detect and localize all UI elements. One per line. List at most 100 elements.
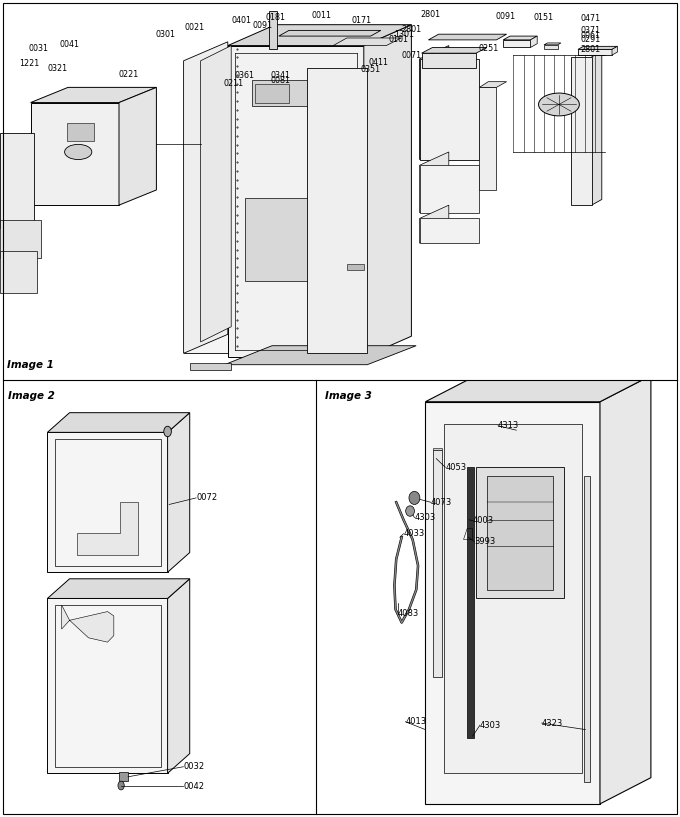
Polygon shape: [544, 43, 561, 45]
Polygon shape: [167, 413, 190, 572]
Text: 0042: 0042: [184, 782, 205, 791]
Circle shape: [65, 145, 92, 159]
Polygon shape: [571, 57, 592, 205]
Polygon shape: [428, 34, 507, 40]
Polygon shape: [48, 432, 167, 572]
Text: 0341: 0341: [271, 71, 290, 81]
Polygon shape: [201, 46, 231, 342]
Text: 0101: 0101: [389, 35, 409, 44]
Polygon shape: [224, 346, 416, 364]
Text: 2801: 2801: [401, 25, 422, 34]
Text: 0011: 0011: [311, 11, 331, 20]
Text: 0041: 0041: [60, 40, 80, 49]
Polygon shape: [364, 25, 411, 357]
Text: 0071: 0071: [401, 51, 422, 60]
Polygon shape: [48, 578, 190, 598]
Text: 0181: 0181: [265, 12, 285, 21]
Polygon shape: [422, 53, 476, 69]
Text: 1221: 1221: [19, 60, 39, 69]
Bar: [432, 450, 442, 677]
Text: 0301: 0301: [155, 30, 175, 39]
Text: 4083: 4083: [398, 609, 420, 618]
Bar: [118, 771, 128, 781]
Text: 0091: 0091: [253, 20, 273, 29]
Text: 0411: 0411: [369, 58, 388, 67]
Polygon shape: [48, 598, 167, 773]
Polygon shape: [422, 47, 487, 53]
Polygon shape: [0, 251, 37, 292]
Polygon shape: [544, 45, 558, 49]
Text: 4033: 4033: [403, 529, 425, 538]
Polygon shape: [184, 60, 228, 353]
Text: 0211: 0211: [223, 78, 243, 87]
Polygon shape: [307, 69, 367, 353]
Text: 2801: 2801: [420, 10, 441, 19]
Polygon shape: [420, 205, 449, 243]
Text: 3993: 3993: [475, 537, 496, 546]
Text: Image 3: Image 3: [325, 391, 372, 401]
Polygon shape: [78, 502, 137, 555]
Bar: [476, 467, 564, 598]
Polygon shape: [432, 448, 442, 450]
Bar: [252, 80, 320, 106]
Text: 0291: 0291: [580, 35, 600, 44]
Text: 0061: 0061: [580, 31, 600, 40]
Polygon shape: [48, 413, 190, 432]
Text: 1301: 1301: [394, 30, 414, 39]
Polygon shape: [426, 376, 651, 402]
Bar: [67, 123, 94, 141]
Polygon shape: [228, 46, 364, 357]
Circle shape: [118, 781, 124, 790]
Text: Image 1: Image 1: [7, 360, 54, 370]
Polygon shape: [184, 42, 228, 353]
Polygon shape: [578, 47, 617, 49]
Polygon shape: [578, 49, 612, 55]
Text: 0091: 0091: [495, 11, 515, 21]
Circle shape: [539, 93, 579, 116]
Text: 4303: 4303: [414, 513, 436, 522]
Polygon shape: [503, 40, 530, 47]
Text: 0321: 0321: [48, 64, 68, 73]
Text: 0471: 0471: [580, 14, 600, 23]
Polygon shape: [420, 218, 479, 243]
Text: 4013: 4013: [405, 717, 426, 726]
Bar: [467, 467, 474, 739]
Bar: [190, 363, 231, 370]
Polygon shape: [420, 59, 479, 159]
Text: 0401: 0401: [231, 16, 251, 25]
Polygon shape: [426, 402, 600, 804]
Polygon shape: [420, 46, 449, 159]
Text: 0032: 0032: [184, 762, 205, 771]
Text: 0151: 0151: [533, 13, 554, 22]
Polygon shape: [333, 38, 401, 46]
Text: 0072: 0072: [196, 493, 217, 502]
Polygon shape: [228, 25, 411, 46]
Polygon shape: [62, 605, 114, 642]
Text: 0031: 0031: [29, 44, 48, 53]
Bar: [487, 476, 553, 590]
Polygon shape: [479, 82, 507, 87]
Circle shape: [409, 491, 420, 504]
Bar: [583, 476, 590, 782]
Text: 0171: 0171: [352, 16, 372, 25]
Bar: [347, 264, 364, 270]
Polygon shape: [479, 87, 496, 190]
Polygon shape: [31, 103, 119, 205]
Polygon shape: [119, 87, 156, 205]
Bar: [245, 198, 350, 281]
Text: 0361: 0361: [235, 71, 254, 81]
Polygon shape: [530, 36, 537, 47]
Polygon shape: [0, 221, 41, 258]
Bar: [269, 11, 277, 49]
Text: 0221: 0221: [118, 70, 139, 79]
Text: 0081: 0081: [271, 77, 290, 86]
Polygon shape: [0, 133, 34, 228]
Text: 4323: 4323: [542, 718, 563, 727]
Polygon shape: [612, 47, 617, 55]
Polygon shape: [420, 152, 449, 212]
Polygon shape: [503, 36, 537, 40]
Text: 4313: 4313: [498, 422, 520, 431]
Text: 4053: 4053: [445, 462, 466, 472]
Text: 0251: 0251: [479, 44, 499, 53]
Text: Image 2: Image 2: [8, 391, 55, 401]
